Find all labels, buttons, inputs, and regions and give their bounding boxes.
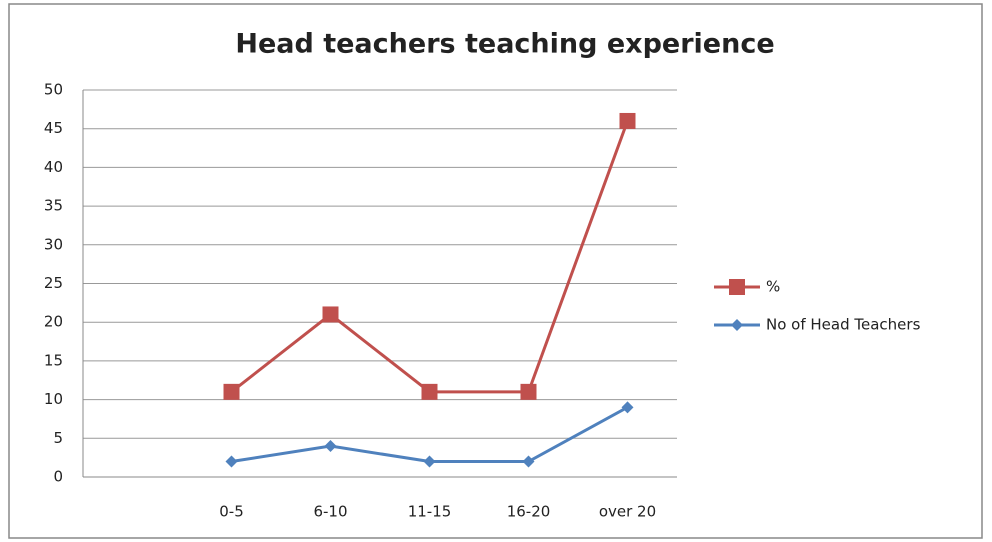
x-tick-label: over 20 [599, 503, 656, 521]
marker [421, 383, 438, 400]
y-tick-label: 5 [53, 429, 63, 447]
y-tick-label: 40 [44, 158, 63, 176]
x-tick-label: 0-5 [219, 503, 244, 521]
x-tick-label: 11-15 [408, 503, 452, 521]
marker [324, 440, 337, 453]
chart-frame [8, 3, 983, 539]
y-tick-label: 0 [53, 468, 63, 486]
y-tick-label: 45 [44, 119, 63, 137]
y-tick-label: 30 [44, 235, 63, 253]
y-tick-label: 35 [44, 197, 63, 215]
marker [225, 455, 238, 468]
chart-title: Head teachers teaching experience [235, 29, 774, 60]
marker [621, 401, 634, 414]
marker [731, 319, 743, 331]
marker [223, 383, 240, 400]
y-tick-label: 15 [44, 351, 63, 369]
y-tick-label: 20 [44, 313, 63, 331]
marker [619, 112, 636, 129]
marker [423, 455, 436, 468]
y-tick-label: 25 [44, 274, 63, 292]
legend-label: % [766, 278, 780, 296]
x-tick-label: 16-20 [507, 503, 551, 521]
y-tick-label: 50 [44, 81, 63, 99]
marker [729, 279, 745, 295]
y-tick-label: 10 [44, 390, 63, 408]
legend-label: No of Head Teachers [766, 316, 921, 334]
marker [522, 455, 535, 468]
marker [520, 383, 537, 400]
marker [322, 306, 339, 323]
x-tick-label: 6-10 [313, 503, 347, 521]
